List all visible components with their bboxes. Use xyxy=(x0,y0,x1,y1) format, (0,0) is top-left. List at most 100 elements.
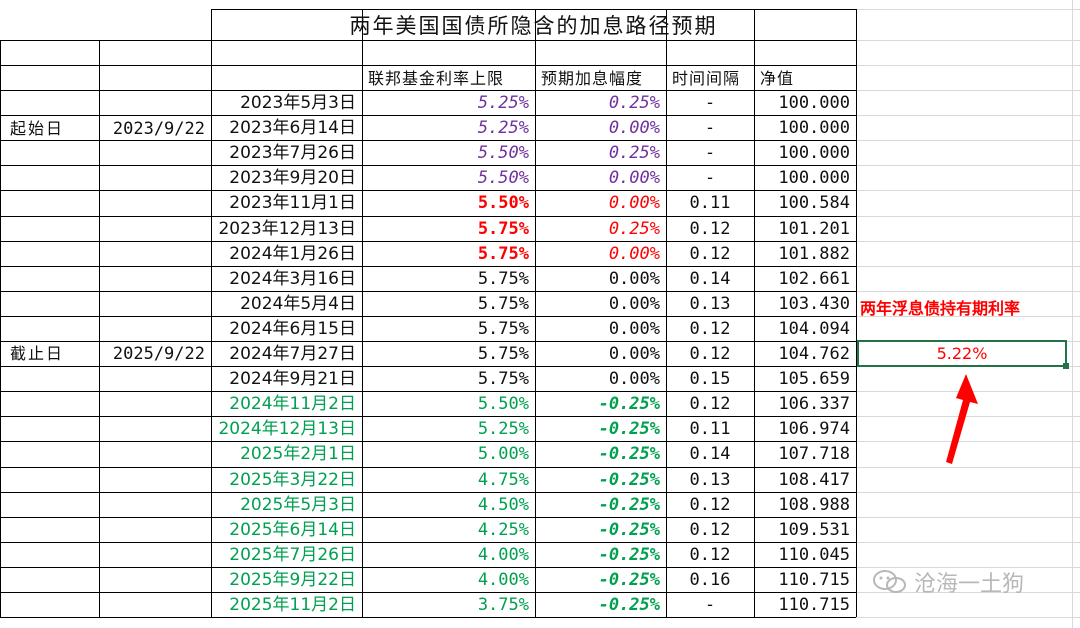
row-expected-hike[interactable]: 0.00% xyxy=(608,193,660,213)
row-interval[interactable]: 0.12 xyxy=(689,344,731,364)
annotation-value[interactable]: 5.22% xyxy=(936,343,988,363)
row-interval[interactable]: 0.12 xyxy=(689,394,731,414)
row-expected-hike[interactable]: -0.25% xyxy=(598,520,660,540)
row-expected-hike[interactable]: -0.25% xyxy=(598,570,660,590)
row-interval[interactable]: - xyxy=(704,118,716,138)
row-interval[interactable]: 0.12 xyxy=(689,244,731,264)
row-date[interactable]: 2024年1月26日 xyxy=(229,244,356,264)
end-label[interactable]: 截止日 xyxy=(10,344,65,363)
row-expected-hike[interactable]: -0.25% xyxy=(598,545,660,565)
row-interval[interactable]: - xyxy=(704,168,716,188)
row-fed-rate[interactable]: 5.75% xyxy=(477,344,529,364)
row-interval[interactable]: 0.13 xyxy=(689,294,731,314)
row-date[interactable]: 2025年7月26日 xyxy=(229,545,356,565)
row-fed-rate[interactable]: 4.00% xyxy=(477,545,529,565)
row-fed-rate[interactable]: 5.50% xyxy=(477,193,529,213)
start-label[interactable]: 起始日 xyxy=(10,119,65,138)
row-nav[interactable]: 108.988 xyxy=(778,495,850,515)
row-fed-rate[interactable]: 5.75% xyxy=(477,294,529,314)
row-nav[interactable]: 106.337 xyxy=(778,394,850,414)
row-date[interactable]: 2023年5月3日 xyxy=(240,93,356,113)
row-fed-rate[interactable]: 4.75% xyxy=(477,470,529,490)
row-interval[interactable]: 0.12 xyxy=(689,545,731,565)
row-nav[interactable]: 102.661 xyxy=(778,269,850,289)
row-fed-rate[interactable]: 5.25% xyxy=(477,419,529,439)
row-date[interactable]: 2023年12月13日 xyxy=(218,219,356,239)
row-expected-hike[interactable]: -0.25% xyxy=(598,394,660,414)
row-interval[interactable]: 0.12 xyxy=(689,520,731,540)
header-fed-rate-cap[interactable]: 联邦基金利率上限 xyxy=(368,69,505,88)
row-date[interactable]: 2024年12月13日 xyxy=(218,419,356,439)
row-date[interactable]: 2023年6月14日 xyxy=(229,118,356,138)
row-interval[interactable]: 0.12 xyxy=(689,319,731,339)
row-nav[interactable]: 104.762 xyxy=(778,344,850,364)
row-date[interactable]: 2023年11月1日 xyxy=(229,193,356,213)
row-expected-hike[interactable]: -0.25% xyxy=(598,470,660,490)
row-date[interactable]: 2023年7月26日 xyxy=(229,143,356,163)
row-date[interactable]: 2023年9月20日 xyxy=(229,168,356,188)
row-interval[interactable]: - xyxy=(704,595,716,615)
selected-cell[interactable] xyxy=(857,340,1067,367)
row-nav[interactable]: 110.045 xyxy=(778,545,850,565)
end-date[interactable]: 2025/9/22 xyxy=(112,344,205,364)
row-date[interactable]: 2024年9月21日 xyxy=(229,369,356,389)
row-interval[interactable]: 0.13 xyxy=(689,470,731,490)
row-fed-rate[interactable]: 5.50% xyxy=(477,394,529,414)
row-nav[interactable]: 100.000 xyxy=(778,93,850,113)
row-interval[interactable]: 0.12 xyxy=(689,219,731,239)
row-nav[interactable]: 100.584 xyxy=(778,193,850,213)
row-expected-hike[interactable]: -0.25% xyxy=(598,444,660,464)
row-fed-rate[interactable]: 5.25% xyxy=(477,93,529,113)
row-expected-hike[interactable]: 0.00% xyxy=(608,319,660,339)
row-expected-hike[interactable]: 0.00% xyxy=(608,118,660,138)
row-date[interactable]: 2025年3月22日 xyxy=(229,470,356,490)
fill-handle[interactable] xyxy=(1063,363,1069,369)
row-expected-hike[interactable]: -0.25% xyxy=(598,495,660,515)
row-nav[interactable]: 103.430 xyxy=(778,294,850,314)
row-interval[interactable]: 0.14 xyxy=(689,269,731,289)
row-interval[interactable]: 0.15 xyxy=(689,369,731,389)
row-fed-rate[interactable]: 4.25% xyxy=(477,520,529,540)
row-fed-rate[interactable]: 5.50% xyxy=(477,168,529,188)
row-expected-hike[interactable]: 0.00% xyxy=(608,344,660,364)
row-date[interactable]: 2024年7月27日 xyxy=(229,344,356,364)
row-fed-rate[interactable]: 5.75% xyxy=(477,244,529,264)
row-date[interactable]: 2024年5月4日 xyxy=(240,294,356,314)
row-fed-rate[interactable]: 4.50% xyxy=(477,495,529,515)
header-expected-hike[interactable]: 预期加息幅度 xyxy=(541,69,644,88)
row-nav[interactable]: 108.417 xyxy=(778,470,850,490)
header-nav[interactable]: 净值 xyxy=(760,69,795,88)
row-fed-rate[interactable]: 5.75% xyxy=(477,269,529,289)
row-nav[interactable]: 101.201 xyxy=(778,219,850,239)
row-fed-rate[interactable]: 5.25% xyxy=(477,118,529,138)
row-date[interactable]: 2025年9月22日 xyxy=(229,570,356,590)
row-nav[interactable]: 104.094 xyxy=(778,319,850,339)
row-expected-hike[interactable]: 0.25% xyxy=(608,143,660,163)
row-nav[interactable]: 105.659 xyxy=(778,369,850,389)
row-interval[interactable]: 0.12 xyxy=(689,495,731,515)
row-date[interactable]: 2025年5月3日 xyxy=(240,495,356,515)
row-fed-rate[interactable]: 5.75% xyxy=(477,369,529,389)
row-expected-hike[interactable]: 0.00% xyxy=(608,168,660,188)
row-interval[interactable]: 0.16 xyxy=(689,570,731,590)
row-nav[interactable]: 100.000 xyxy=(778,143,850,163)
row-interval[interactable]: 0.11 xyxy=(689,419,731,439)
row-nav[interactable]: 101.882 xyxy=(778,244,850,264)
row-date[interactable]: 2024年11月2日 xyxy=(229,394,356,414)
row-interval[interactable]: - xyxy=(704,143,716,163)
row-expected-hike[interactable]: 0.25% xyxy=(608,93,660,113)
row-expected-hike[interactable]: 0.25% xyxy=(608,219,660,239)
header-interval[interactable]: 时间间隔 xyxy=(672,69,741,88)
row-nav[interactable]: 100.000 xyxy=(778,118,850,138)
row-expected-hike[interactable]: -0.25% xyxy=(598,419,660,439)
row-nav[interactable]: 110.715 xyxy=(778,595,850,615)
row-interval[interactable]: 0.14 xyxy=(689,444,731,464)
row-date[interactable]: 2025年11月2日 xyxy=(229,595,356,615)
row-date[interactable]: 2025年6月14日 xyxy=(229,520,356,540)
row-nav[interactable]: 100.000 xyxy=(778,168,850,188)
row-fed-rate[interactable]: 5.00% xyxy=(477,444,529,464)
row-expected-hike[interactable]: 0.00% xyxy=(608,294,660,314)
row-fed-rate[interactable]: 5.75% xyxy=(477,219,529,239)
row-expected-hike[interactable]: 0.00% xyxy=(608,244,660,264)
row-date[interactable]: 2025年2月1日 xyxy=(240,444,356,464)
